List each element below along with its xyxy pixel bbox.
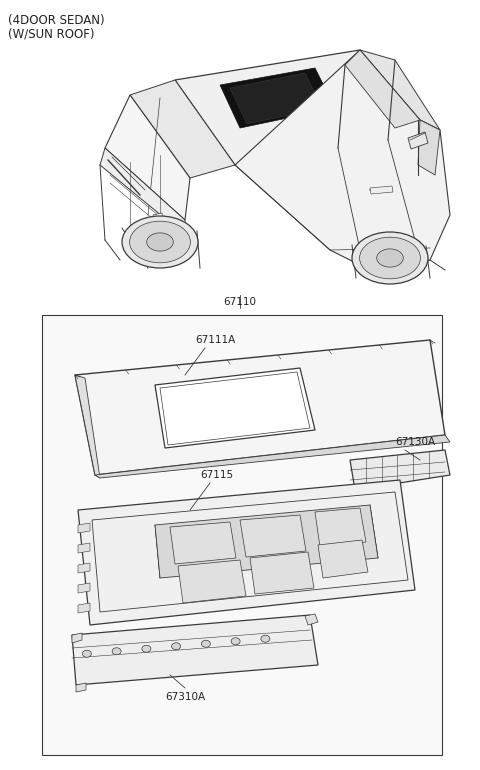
Polygon shape: [155, 505, 378, 578]
Text: (W/SUN ROOF): (W/SUN ROOF): [8, 27, 95, 40]
Polygon shape: [72, 615, 318, 685]
Polygon shape: [418, 120, 440, 175]
Polygon shape: [155, 368, 315, 448]
Polygon shape: [178, 560, 246, 603]
Polygon shape: [78, 480, 415, 625]
Polygon shape: [130, 80, 235, 178]
Polygon shape: [170, 522, 236, 564]
Polygon shape: [318, 540, 368, 578]
Ellipse shape: [377, 249, 403, 267]
Polygon shape: [305, 614, 318, 625]
Polygon shape: [235, 50, 450, 275]
Polygon shape: [76, 683, 86, 692]
Ellipse shape: [122, 216, 198, 268]
Ellipse shape: [112, 648, 121, 654]
Polygon shape: [78, 523, 90, 533]
Polygon shape: [230, 73, 322, 124]
Polygon shape: [78, 543, 90, 553]
Text: 67130A: 67130A: [395, 437, 435, 447]
Polygon shape: [78, 583, 90, 593]
Polygon shape: [408, 132, 428, 149]
Text: 67115: 67115: [200, 470, 233, 480]
Polygon shape: [78, 563, 90, 573]
Text: 67310A: 67310A: [165, 692, 205, 702]
Polygon shape: [75, 340, 445, 475]
Bar: [42, 315, 442, 755]
Ellipse shape: [147, 233, 173, 251]
Polygon shape: [153, 213, 163, 224]
Ellipse shape: [83, 650, 91, 658]
Polygon shape: [345, 50, 420, 128]
Text: (4DOOR SEDAN): (4DOOR SEDAN): [8, 14, 105, 27]
Ellipse shape: [142, 645, 151, 652]
Polygon shape: [78, 603, 90, 613]
Polygon shape: [100, 148, 185, 235]
Polygon shape: [370, 186, 393, 194]
Ellipse shape: [352, 232, 428, 284]
Polygon shape: [240, 515, 306, 557]
Ellipse shape: [261, 635, 270, 642]
Ellipse shape: [360, 237, 420, 279]
Polygon shape: [175, 50, 420, 165]
Polygon shape: [105, 95, 190, 220]
Polygon shape: [250, 552, 314, 594]
Text: 67111A: 67111A: [195, 335, 235, 345]
Polygon shape: [75, 375, 100, 478]
Ellipse shape: [202, 640, 210, 648]
Polygon shape: [315, 508, 366, 547]
Polygon shape: [95, 435, 450, 478]
Polygon shape: [350, 450, 450, 490]
Ellipse shape: [231, 638, 240, 644]
Polygon shape: [360, 50, 440, 130]
Polygon shape: [220, 68, 335, 128]
Polygon shape: [72, 633, 82, 643]
Ellipse shape: [130, 221, 191, 263]
Ellipse shape: [172, 643, 180, 650]
Text: 67110: 67110: [224, 297, 256, 307]
